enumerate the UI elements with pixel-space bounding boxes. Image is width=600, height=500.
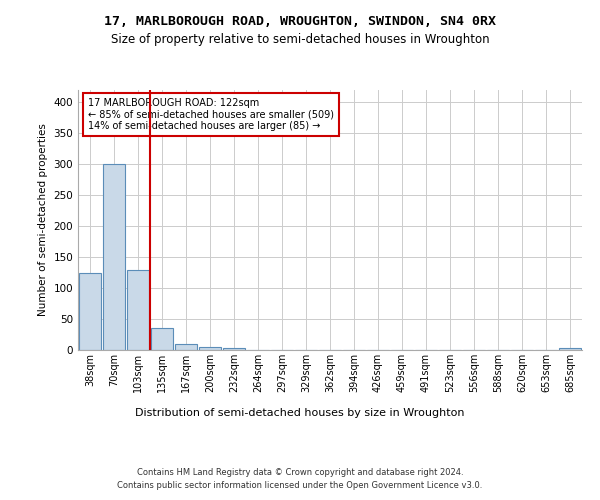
Text: Size of property relative to semi-detached houses in Wroughton: Size of property relative to semi-detach… bbox=[110, 32, 490, 46]
Bar bbox=[127, 270, 149, 350]
Text: Distribution of semi-detached houses by size in Wroughton: Distribution of semi-detached houses by … bbox=[135, 408, 465, 418]
Bar bbox=[559, 348, 581, 350]
Bar bbox=[175, 344, 197, 350]
Y-axis label: Number of semi-detached properties: Number of semi-detached properties bbox=[38, 124, 48, 316]
Bar bbox=[151, 328, 173, 350]
Text: 17, MARLBOROUGH ROAD, WROUGHTON, SWINDON, SN4 0RX: 17, MARLBOROUGH ROAD, WROUGHTON, SWINDON… bbox=[104, 15, 496, 28]
Bar bbox=[223, 348, 245, 350]
Text: 17 MARLBOROUGH ROAD: 122sqm
← 85% of semi-detached houses are smaller (509)
14% : 17 MARLBOROUGH ROAD: 122sqm ← 85% of sem… bbox=[88, 98, 334, 131]
Bar bbox=[103, 164, 125, 350]
Bar bbox=[199, 347, 221, 350]
Text: Contains public sector information licensed under the Open Government Licence v3: Contains public sector information licen… bbox=[118, 482, 482, 490]
Text: Contains HM Land Registry data © Crown copyright and database right 2024.: Contains HM Land Registry data © Crown c… bbox=[137, 468, 463, 477]
Bar bbox=[79, 272, 101, 350]
